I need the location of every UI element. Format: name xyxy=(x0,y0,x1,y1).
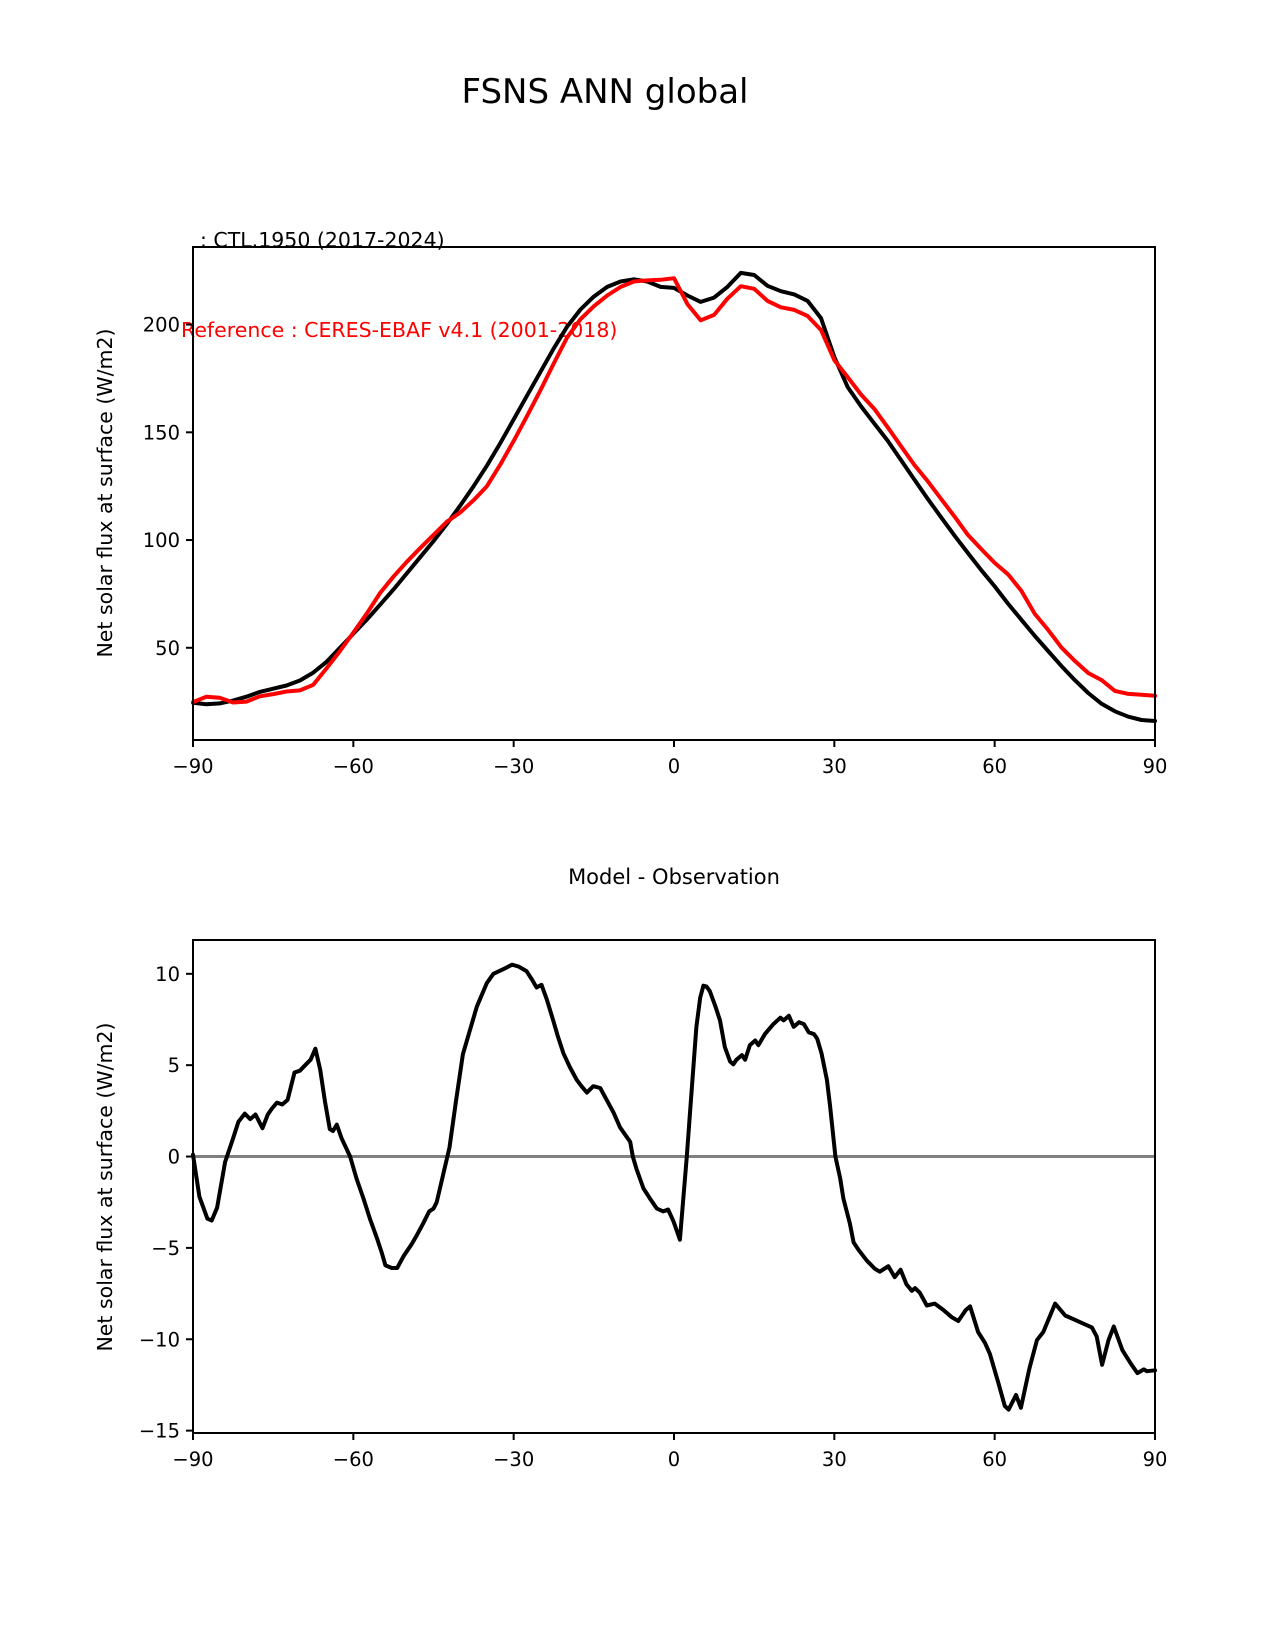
x-tick-label: −90 xyxy=(172,1448,213,1471)
x-tick-label: −60 xyxy=(333,1448,374,1471)
x-tick-label: −30 xyxy=(493,755,534,778)
x-tick-label: 30 xyxy=(822,1448,847,1471)
y-tick-label: −10 xyxy=(139,1328,180,1351)
x-tick-label: 30 xyxy=(822,755,847,778)
x-tick-label: 60 xyxy=(982,1448,1007,1471)
y-tick-label: 50 xyxy=(155,637,180,660)
x-tick-label: −60 xyxy=(333,755,374,778)
bottom-chart: −90 −60 −30 0 30 60 90 −15 −10 −5 0 5 10 xyxy=(139,939,1168,1471)
top-chart: −90 −60 −30 0 30 60 90 50 100 150 200 xyxy=(143,246,1168,778)
y-tick-label: −15 xyxy=(139,1420,180,1443)
x-tick-label: 90 xyxy=(1143,1448,1168,1471)
bottom-chart-title: Model - Observation xyxy=(568,865,780,889)
y-tick-label: 10 xyxy=(155,963,180,986)
y-tick-label: 200 xyxy=(143,314,180,337)
x-tick-label: 90 xyxy=(1143,755,1168,778)
curve-reference xyxy=(191,276,1157,705)
page-title: FSNS ANN global xyxy=(461,72,749,112)
x-tick-label: 60 xyxy=(982,755,1007,778)
x-tick-label: 0 xyxy=(668,1448,680,1471)
plot-frame xyxy=(192,939,1156,1434)
x-tick-label: 0 xyxy=(668,755,680,778)
x-tick-label: −90 xyxy=(172,755,213,778)
plot-frame xyxy=(192,246,1156,741)
y-tick-label: 0 xyxy=(168,1146,180,1169)
y-tick-label: 100 xyxy=(143,529,180,552)
y-tick-label: 5 xyxy=(168,1054,180,1077)
curve-model xyxy=(191,962,1157,1412)
y-tick-label: 150 xyxy=(143,421,180,444)
x-tick-label: −30 xyxy=(493,1448,534,1471)
legend-reference-label: Reference : CERES-EBAF v4.1 (2001-2018) xyxy=(181,318,618,342)
y-tick-label: −5 xyxy=(151,1237,180,1260)
